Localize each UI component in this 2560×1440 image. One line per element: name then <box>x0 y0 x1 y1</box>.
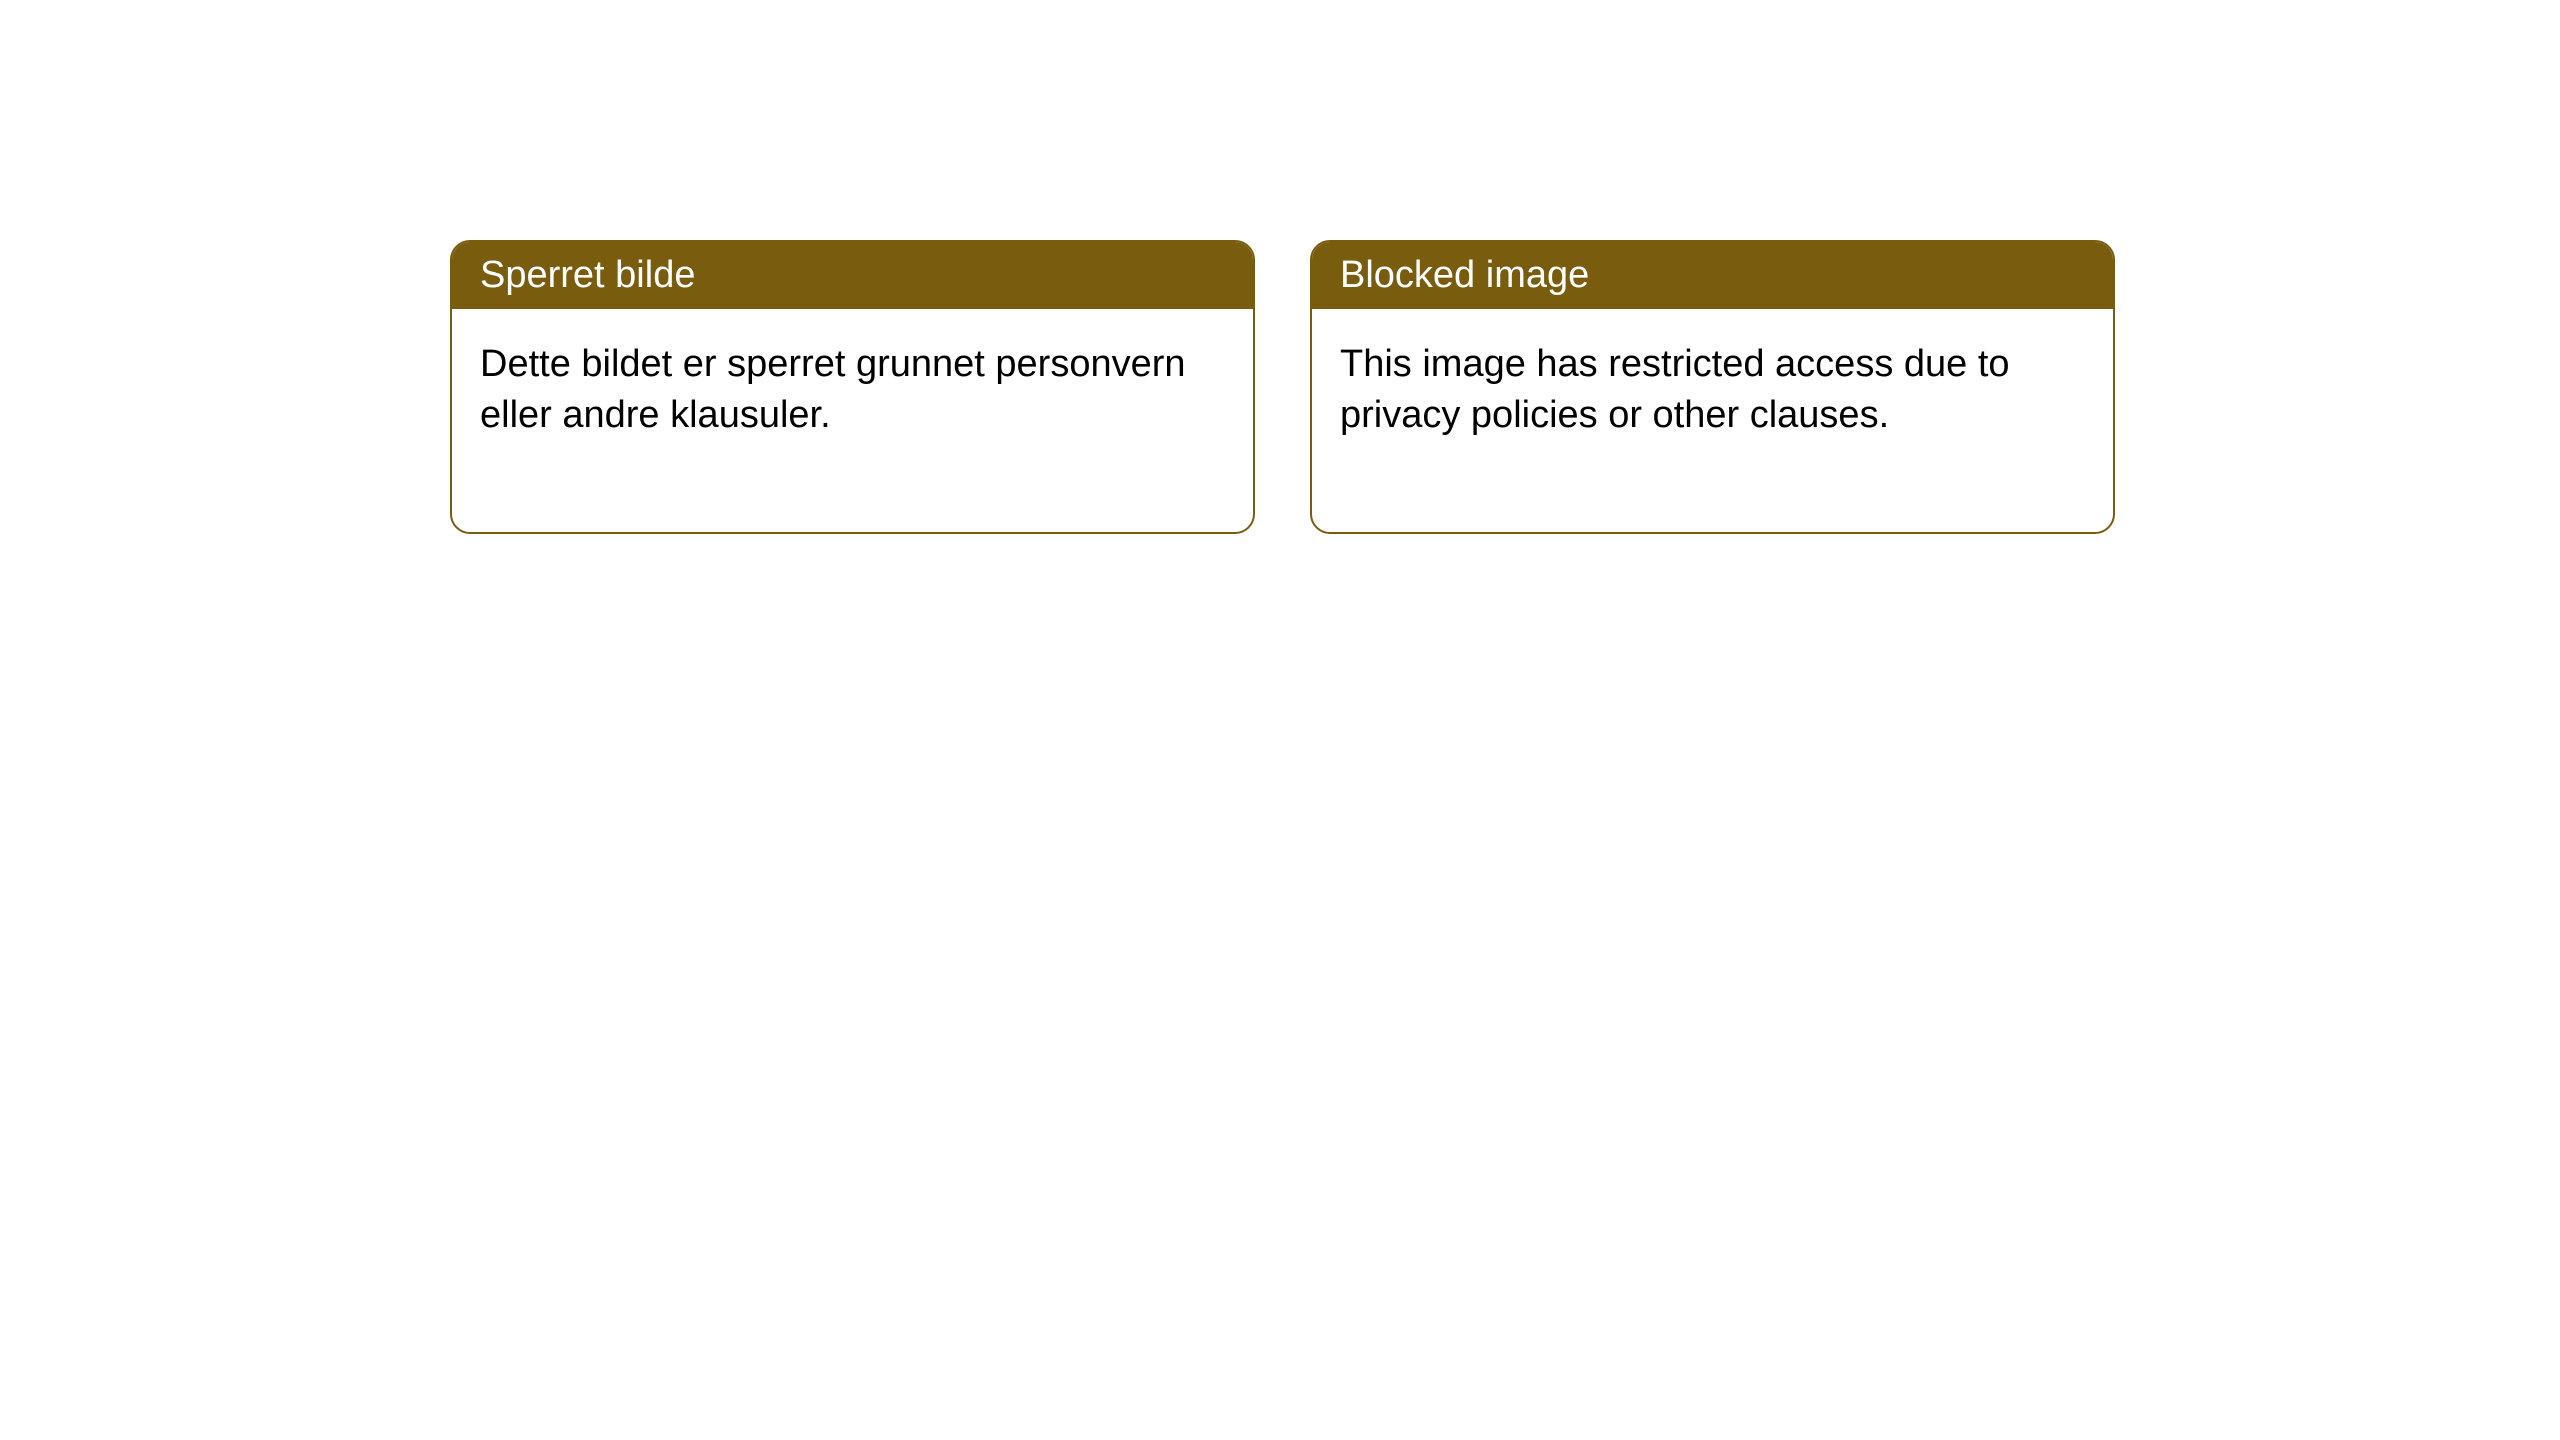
card-body-text-no: Dette bildet er sperret grunnet personve… <box>480 343 1186 436</box>
card-body-text-en: This image has restricted access due to … <box>1340 343 2010 436</box>
card-body-no: Dette bildet er sperret grunnet personve… <box>452 309 1253 532</box>
card-header-no: Sperret bilde <box>452 242 1253 309</box>
card-body-en: This image has restricted access due to … <box>1312 309 2113 532</box>
blocked-image-card-en: Blocked image This image has restricted … <box>1310 240 2115 534</box>
card-header-en: Blocked image <box>1312 242 2113 309</box>
notice-cards-container: Sperret bilde Dette bildet er sperret gr… <box>450 240 2115 534</box>
card-title-no: Sperret bilde <box>480 254 695 296</box>
card-title-en: Blocked image <box>1340 254 1589 296</box>
blocked-image-card-no: Sperret bilde Dette bildet er sperret gr… <box>450 240 1255 534</box>
